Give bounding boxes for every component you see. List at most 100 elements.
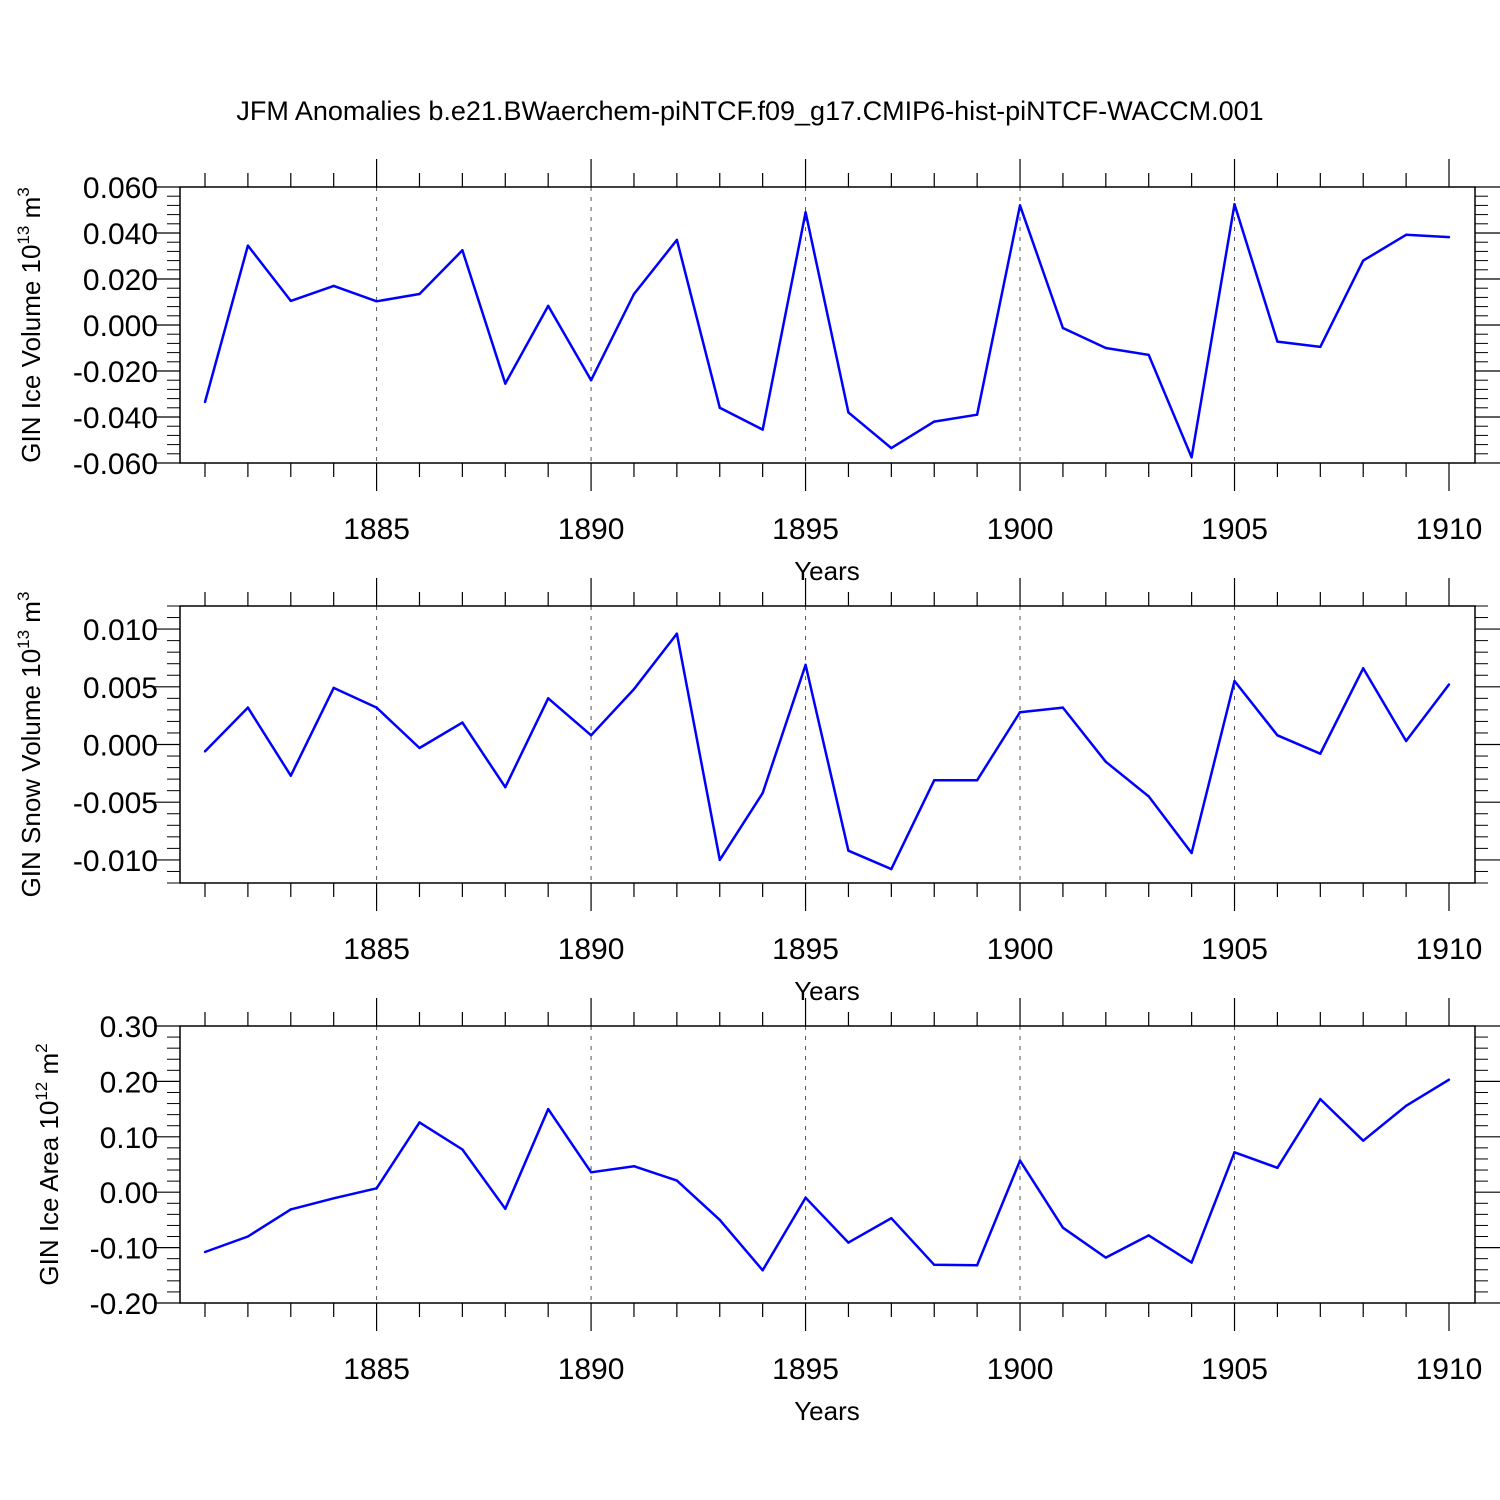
- x-axis-title: Years: [794, 556, 860, 586]
- y-tick-label: -0.005: [73, 787, 158, 820]
- y-tick-label: 0.10: [100, 1122, 158, 1155]
- x-tick-label: 1910: [1416, 1353, 1483, 1386]
- x-tick-label: 1895: [772, 1353, 839, 1386]
- data-point: [975, 1264, 979, 1267]
- data-point: [804, 663, 807, 667]
- data-point: [1404, 1104, 1408, 1107]
- x-tick-label: 1900: [987, 513, 1054, 546]
- x-tick-label: 1890: [558, 1353, 625, 1386]
- data-point: [375, 1187, 378, 1190]
- data-point: [975, 413, 979, 416]
- data-point: [718, 406, 721, 409]
- y-tick-label: 0.20: [100, 1066, 158, 1099]
- data-point: [1061, 706, 1065, 709]
- data-point: [1362, 667, 1365, 670]
- data-point: [504, 786, 507, 789]
- y-tick-label: -0.010: [73, 845, 158, 878]
- data-point: [332, 284, 335, 288]
- data-point: [418, 746, 421, 750]
- x-tick-label: 1885: [343, 513, 410, 546]
- plot-frame: [179, 1025, 1476, 1304]
- data-point: [375, 300, 378, 303]
- y-axis-title-exponent: 12: [32, 1082, 51, 1101]
- data-point: [546, 304, 550, 308]
- data-point: [933, 420, 936, 423]
- data-point: [675, 632, 679, 635]
- data-point: [1190, 456, 1193, 459]
- data-point: [1404, 233, 1408, 237]
- data-point: [1061, 1226, 1065, 1229]
- x-tick-label: 1895: [772, 513, 839, 546]
- data-point: [1319, 752, 1322, 755]
- data-point: [718, 1218, 721, 1222]
- y-axis-title-text: GIN Ice Area 10: [34, 1101, 64, 1286]
- data-point: [1104, 346, 1108, 350]
- data-point: [1362, 1139, 1365, 1142]
- data-point: [1104, 1256, 1108, 1259]
- data-point: [504, 1207, 507, 1211]
- data-point: [289, 299, 292, 303]
- data-point: [761, 791, 764, 795]
- y-axis-title-text: GIN Ice Volume 10: [16, 245, 46, 463]
- data-point: [461, 1148, 464, 1151]
- data-point: [890, 446, 893, 450]
- x-tick-label: 1910: [1416, 933, 1483, 966]
- chart-panel-2: -0.010 -0.005 0.000 0.005 0.010 1885 1890 1895 1…: [14, 578, 1500, 1006]
- y-tick-label: -0.20: [90, 1288, 158, 1321]
- series-line: [204, 1078, 1450, 1272]
- data-point: [718, 858, 721, 862]
- data-point: [1276, 1166, 1279, 1170]
- x-tick-label: 1885: [343, 933, 410, 966]
- data-point: [1233, 679, 1236, 683]
- data-point: [461, 721, 464, 724]
- y-tick-label: 0.005: [83, 672, 158, 705]
- data-point: [589, 379, 593, 382]
- data-point: [1018, 1159, 1022, 1162]
- data-point: [589, 734, 593, 737]
- y-axis-title-unit: m: [34, 1053, 64, 1082]
- data-point: [375, 706, 378, 709]
- data-point: [632, 292, 636, 296]
- data-point: [1362, 259, 1365, 262]
- data-point: [504, 382, 507, 385]
- y-axis-title-unit-exponent: 3: [14, 187, 33, 196]
- data-point: [289, 774, 292, 777]
- y-tick-label: -0.040: [73, 402, 158, 435]
- y-tick-label: 0.040: [83, 218, 158, 251]
- y-axis-title-unit: m: [16, 601, 46, 630]
- data-point: [761, 1269, 764, 1272]
- y-axis-title-unit-exponent: 2: [32, 1043, 51, 1052]
- data-point: [675, 1179, 679, 1182]
- data-point: [632, 687, 636, 691]
- y-axis-title-unit-exponent: 3: [14, 592, 33, 601]
- data-point: [1447, 235, 1451, 239]
- x-tick-label: 1905: [1201, 1353, 1268, 1386]
- y-axis-title-exponent: 13: [14, 630, 33, 649]
- data-point: [289, 1208, 292, 1211]
- data-point: [761, 428, 764, 431]
- series-line: [203, 203, 1450, 459]
- y-axis-title-exponent: 13: [14, 226, 33, 245]
- x-tick-label: 1905: [1201, 933, 1268, 966]
- x-tick-label: 1910: [1416, 513, 1483, 546]
- y-axis-title: GIN Snow Volume 1013 m3: [14, 592, 46, 898]
- data-point: [332, 1197, 335, 1200]
- x-tick-label: 1895: [772, 933, 839, 966]
- x-tick-label: 1905: [1201, 513, 1268, 546]
- x-tick-label: 1900: [987, 933, 1054, 966]
- data-point: [933, 779, 936, 782]
- data-point: [246, 1235, 250, 1238]
- data-point: [1147, 795, 1150, 798]
- y-tick-label: 0.000: [83, 310, 158, 343]
- data-point: [632, 1164, 636, 1168]
- data-point: [1147, 1234, 1150, 1237]
- data-point: [804, 211, 807, 214]
- data-point: [546, 1107, 550, 1111]
- series-line: [204, 632, 1450, 871]
- data-point: [1061, 326, 1065, 330]
- data-point: [246, 244, 250, 247]
- data-point: [546, 697, 550, 700]
- y-tick-label: 0.00: [100, 1177, 158, 1210]
- data-point: [847, 411, 850, 414]
- data-point: [1147, 353, 1150, 357]
